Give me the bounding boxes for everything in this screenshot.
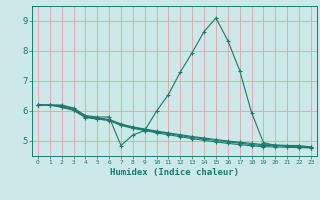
X-axis label: Humidex (Indice chaleur): Humidex (Indice chaleur) [110,168,239,177]
